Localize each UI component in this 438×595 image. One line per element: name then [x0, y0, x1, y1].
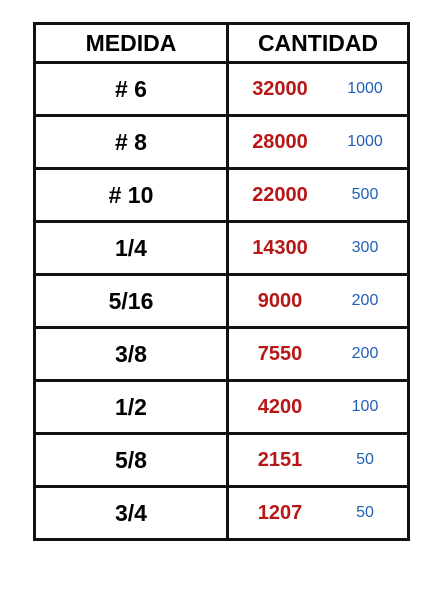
medida-cell: 3/4: [33, 485, 229, 541]
table-row: 5/16 9000 200: [33, 273, 410, 329]
table-row: # 8 28000 1000: [33, 114, 410, 170]
table-header: MEDIDA CANTIDAD: [33, 22, 410, 64]
pack-value: 200: [351, 292, 379, 309]
table-row: # 6 32000 1000: [33, 61, 410, 117]
pack-value: 50: [356, 504, 374, 521]
pack-value: 300: [351, 239, 379, 256]
cantidad-cell: 1207 50: [226, 485, 410, 541]
cantidad-cell: 9000 200: [226, 273, 410, 329]
medida-cell: 3/8: [33, 326, 229, 382]
cantidad-value: 32000: [252, 77, 308, 100]
cantidad-cell: 28000 1000: [226, 114, 410, 170]
pack-value: 500: [351, 186, 379, 203]
cantidad-value: 22000: [252, 183, 308, 206]
medida-cell: # 6: [33, 61, 229, 117]
pack-value: 100: [351, 398, 379, 415]
cantidad-value: 9000: [257, 289, 303, 312]
cantidad-value: 1207: [257, 501, 303, 524]
header-cantidad: CANTIDAD: [226, 22, 410, 64]
cantidad-cell: 2151 50: [226, 432, 410, 488]
quantity-table: MEDIDA CANTIDAD # 6 32000 1000 # 8 28000 1…: [33, 22, 410, 541]
medida-cell: 5/8: [33, 432, 229, 488]
table-row: 1/4 14300 300: [33, 220, 410, 276]
table-row: 5/8 2151 50: [33, 432, 410, 488]
cantidad-value: 14300: [252, 236, 308, 259]
table-row: 3/4 1207 50: [33, 485, 410, 541]
medida-cell: 1/4: [33, 220, 229, 276]
cantidad-cell: 32000 1000: [226, 61, 410, 117]
cantidad-value: 4200: [257, 395, 303, 418]
cantidad-cell: 22000 500: [226, 167, 410, 223]
table-row: # 10 22000 500: [33, 167, 410, 223]
cantidad-cell: 4200 100: [226, 379, 410, 435]
header-medida: MEDIDA: [33, 22, 229, 64]
table-body: # 6 32000 1000 # 8 28000 1000 # 10 22000 50…: [33, 61, 410, 541]
cantidad-cell: 7550 200: [226, 326, 410, 382]
medida-cell: 1/2: [33, 379, 229, 435]
cantidad-value: 2151: [257, 448, 303, 471]
pack-value: 200: [351, 345, 379, 362]
medida-cell: 5/16: [33, 273, 229, 329]
header-row: MEDIDA CANTIDAD: [33, 22, 410, 64]
cantidad-cell: 14300 300: [226, 220, 410, 276]
table-row: 1/2 4200 100: [33, 379, 410, 435]
pack-value: 50: [356, 451, 374, 468]
pack-value: 1000: [347, 133, 383, 150]
pack-value: 1000: [347, 80, 383, 97]
cantidad-value: 7550: [257, 342, 303, 365]
medida-cell: # 10: [33, 167, 229, 223]
cantidad-value: 28000: [252, 130, 308, 153]
medida-cell: # 8: [33, 114, 229, 170]
table-row: 3/8 7550 200: [33, 326, 410, 382]
